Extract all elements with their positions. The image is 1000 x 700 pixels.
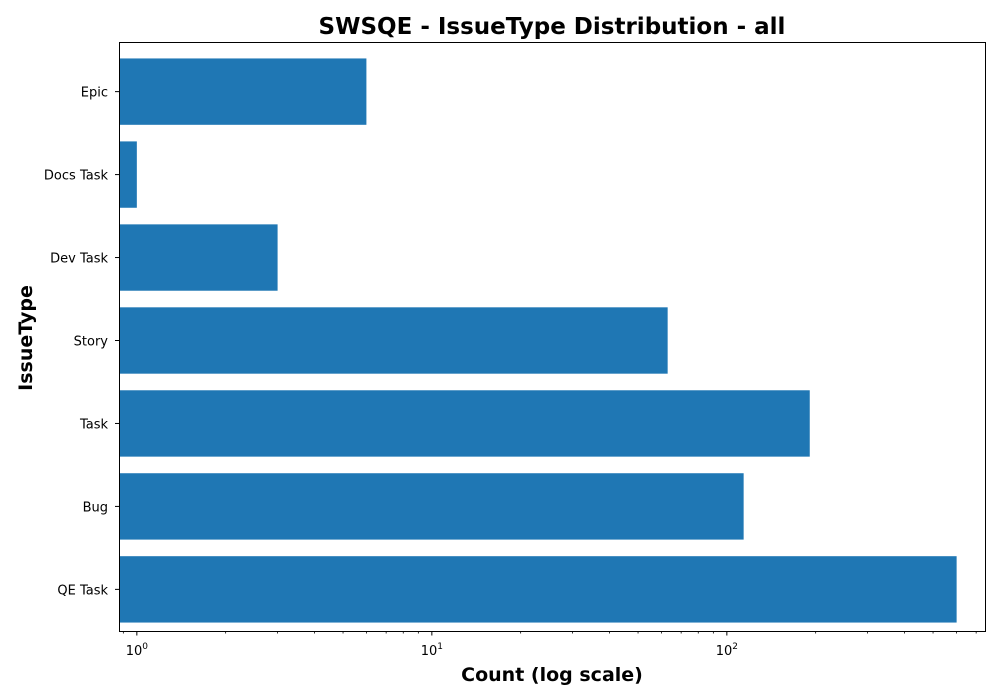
bar-task	[119, 390, 810, 457]
x-axis: 100 101 102	[122, 631, 977, 659]
bar-bug	[119, 473, 744, 540]
y-tick-label: Epic	[81, 86, 108, 101]
x-tick-exponent: 0	[142, 642, 148, 652]
x-tick-exponent: 1	[437, 642, 443, 652]
x-tick-label: 102	[716, 642, 738, 659]
x-tick-base: 10	[716, 644, 733, 659]
bar-qe-task	[119, 556, 957, 623]
chart-title: SWSQE - IssueType Distribution - all	[319, 14, 786, 40]
bar-dev-task	[119, 224, 278, 291]
y-tick-label: QE Task	[57, 583, 108, 598]
bar-docs-task	[119, 141, 137, 208]
y-tick-label: Story	[74, 335, 109, 350]
y-tick-label: Dev Task	[50, 252, 108, 267]
x-tick-exponent: 2	[732, 642, 738, 652]
y-tick-label: Task	[79, 417, 109, 432]
x-tick-label: 101	[421, 642, 443, 659]
y-tick-label: Docs Task	[44, 169, 109, 184]
plot-area-frame	[119, 42, 986, 632]
y-tick-label: Bug	[83, 500, 108, 515]
bars-layer	[119, 58, 957, 623]
x-axis-label: Count (log scale)	[461, 664, 643, 686]
bar-story	[119, 307, 668, 374]
y-axis: Epic Docs Task Dev Task Story Task Bug QE Task	[44, 86, 119, 598]
x-tick-base: 10	[126, 644, 143, 659]
bar-epic	[119, 58, 367, 125]
x-tick-label: 100	[126, 642, 149, 659]
y-axis-label: IssueType	[15, 285, 37, 391]
x-tick-base: 10	[421, 644, 438, 659]
